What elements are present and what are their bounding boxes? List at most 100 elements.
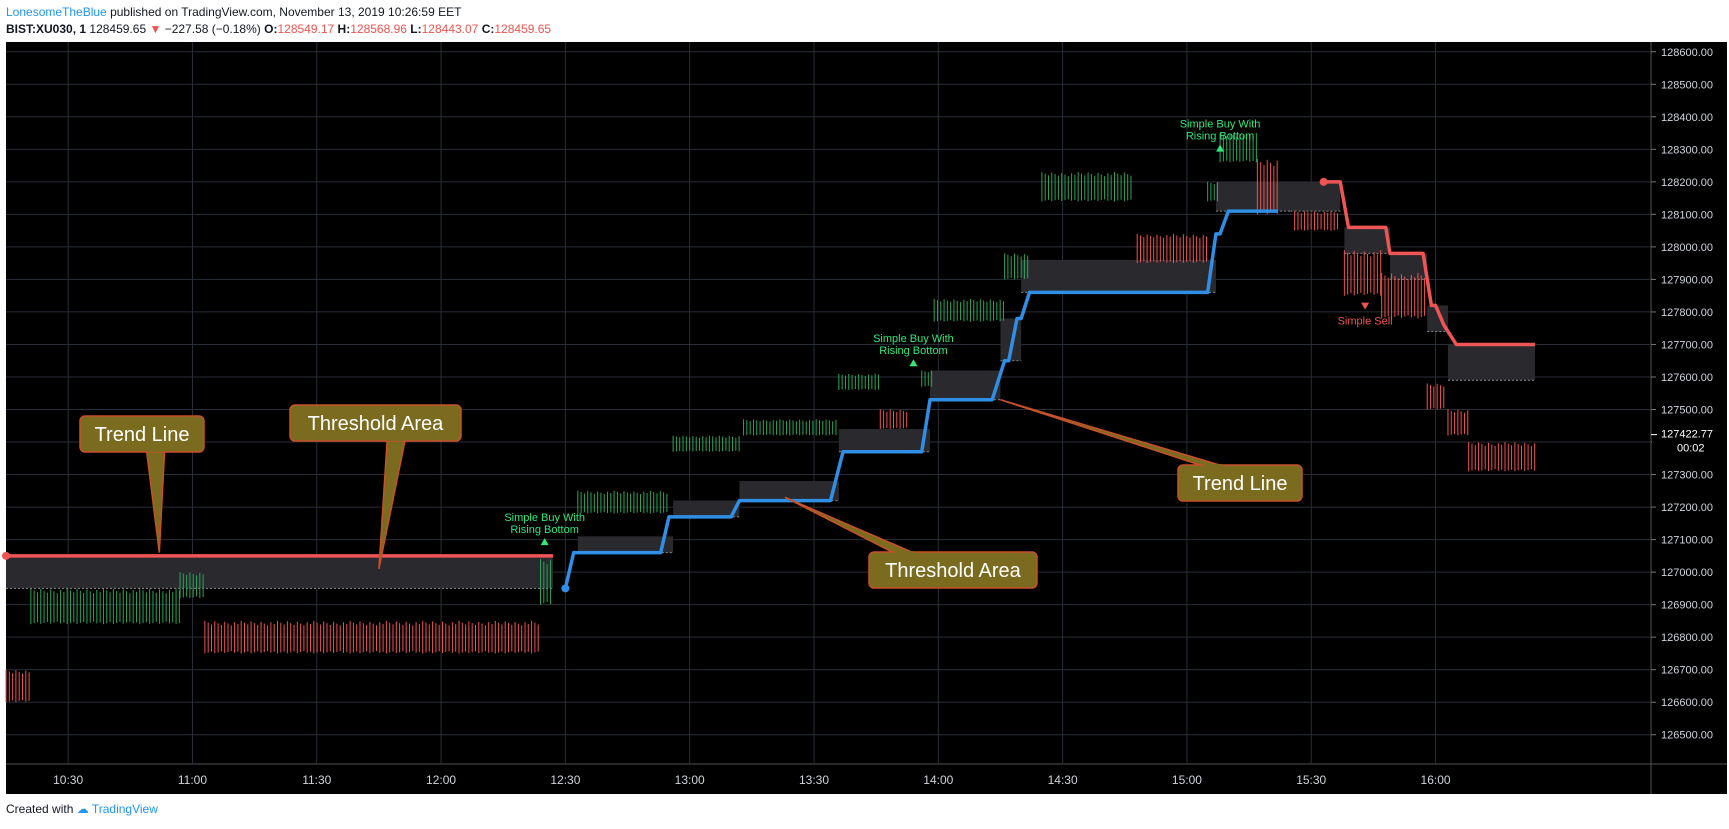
threshold-band xyxy=(838,429,931,452)
sell-triangle-icon xyxy=(1361,302,1370,310)
chart-header: LonesomeTheBlue published on TradingView… xyxy=(6,4,551,38)
author-link[interactable]: LonesomeTheBlue xyxy=(6,5,107,19)
y-tick-label: 127200.00 xyxy=(1661,502,1713,514)
y-tick-label: 126900.00 xyxy=(1661,600,1713,612)
threshold-band xyxy=(1344,227,1390,254)
x-tick-label: 15:30 xyxy=(1296,773,1326,787)
y-tick-label: 127600.00 xyxy=(1661,372,1713,384)
threshold-band xyxy=(1447,344,1535,381)
trend-start-dot xyxy=(2,551,10,560)
signal-label: Simple Buy With xyxy=(873,333,954,345)
low-value: 128443.07 xyxy=(421,22,479,36)
y-tick-label: 127900.00 xyxy=(1661,274,1713,286)
x-tick-label: 16:00 xyxy=(1421,773,1451,787)
buy-triangle-icon xyxy=(540,538,549,546)
y-tick-label: 127100.00 xyxy=(1661,535,1713,547)
y-tick-label: 127800.00 xyxy=(1661,307,1713,319)
callout-text: Threshold Area xyxy=(885,560,1022,582)
threshold-band xyxy=(739,481,839,501)
y-tick-label: 128300.00 xyxy=(1661,144,1713,156)
threshold-band xyxy=(577,536,674,553)
last-price: 128459.65 xyxy=(89,22,147,36)
threshold-area xyxy=(6,181,1535,589)
low-label: L: xyxy=(410,22,422,36)
x-tick-label: 14:30 xyxy=(1048,773,1078,787)
signal-label: Simple Buy With xyxy=(504,512,585,524)
created-with-text: Created with xyxy=(6,802,74,816)
price-change: −227.58 (−0.18%) xyxy=(164,22,261,36)
callout-box xyxy=(289,404,462,442)
signal-label: Rising Bottom xyxy=(879,345,947,357)
tradingview-logo-icon[interactable]: ☁ xyxy=(76,802,89,816)
trend-line xyxy=(563,209,1279,589)
y-axis-labels: 126500.00 126600.00 126700.00 126800.00 1269… xyxy=(1651,47,1713,742)
last-price-marker: 127422.77 00:02 xyxy=(1651,425,1727,456)
threshold-band xyxy=(1215,181,1291,212)
threshold-band xyxy=(6,555,553,589)
x-tick-label: 11:30 xyxy=(302,773,331,787)
chart-background xyxy=(6,42,1651,764)
time-axis[interactable] xyxy=(6,764,1727,794)
y-tick-label: 126600.00 xyxy=(1661,697,1713,709)
callout-text: Trend Line xyxy=(1193,473,1288,495)
callout-text: Trend Line xyxy=(95,424,190,446)
countdown-label: 00:02 xyxy=(1677,443,1705,455)
callout-join xyxy=(895,551,913,554)
tradingview-link[interactable]: TradingView xyxy=(91,802,158,816)
price-axis[interactable] xyxy=(1651,42,1727,764)
x-tick-label: 13:30 xyxy=(799,773,829,787)
threshold-band xyxy=(1021,259,1216,293)
annotations: Trend Line Threshold Area Threshold Area Tr… xyxy=(79,399,1303,589)
x-tick-label: 12:30 xyxy=(550,773,580,787)
buy-triangle-icon xyxy=(909,359,918,367)
x-tick-label: 13:00 xyxy=(675,773,705,787)
signal-label: Rising Bottom xyxy=(510,524,578,536)
last-price-label: 127422.77 xyxy=(1661,429,1713,441)
x-tick-label: 10:30 xyxy=(53,773,83,787)
trend-start-dot xyxy=(1319,177,1328,186)
threshold-band xyxy=(673,500,740,517)
signal-label: Simple Buy With xyxy=(1180,119,1261,131)
high-value: 128568.96 xyxy=(350,22,407,36)
high-label: H: xyxy=(337,22,351,36)
callout-box xyxy=(79,415,205,453)
open-label: O: xyxy=(264,22,278,36)
close-value: 128459.65 xyxy=(494,22,552,36)
y-tick-label: 126700.00 xyxy=(1661,665,1713,677)
callout-text: Threshold Area xyxy=(308,413,445,435)
callout-box xyxy=(1177,464,1303,502)
threshold-band xyxy=(1290,181,1341,212)
y-tick-label: 128100.00 xyxy=(1661,209,1713,221)
ohlc-line: BIST:XU030, 1 128459.65 ▼ −227.58 (−0.18… xyxy=(6,21,551,38)
close-label: C: xyxy=(481,22,495,36)
buy-triangle-icon xyxy=(1216,144,1225,152)
footer: Created with ☁ TradingView xyxy=(6,802,158,816)
x-axis-labels: 10:30 11:00 11:30 12:00 12:30 13:00 13:30 14:00… xyxy=(53,773,1451,787)
x-tick-label: 14:00 xyxy=(923,773,953,787)
signal-label: Rising Bottom xyxy=(1186,131,1254,143)
y-tick-label: 128200.00 xyxy=(1661,177,1713,189)
published-text: published on TradingView.com, November 1… xyxy=(110,5,462,19)
y-tick-label: 126800.00 xyxy=(1661,632,1713,644)
y-tick-label: 126500.00 xyxy=(1661,730,1713,742)
y-tick-label: 128500.00 xyxy=(1661,79,1713,91)
symbol-label: BIST:XU030, 1 xyxy=(6,22,87,36)
threshold-band xyxy=(1389,253,1428,280)
open-value: 128549.17 xyxy=(277,22,335,36)
y-tick-label: 127300.00 xyxy=(1661,470,1713,482)
y-tick-label: 128000.00 xyxy=(1661,242,1713,254)
x-tick-label: 12:00 xyxy=(426,773,456,787)
trend-start-dot xyxy=(561,584,570,593)
y-tick-label: 128400.00 xyxy=(1661,112,1713,124)
publish-line: LonesomeTheBlue published on TradingView… xyxy=(6,4,551,21)
y-tick-label: 127000.00 xyxy=(1661,567,1713,579)
trend-line xyxy=(1323,180,1535,347)
price-bars xyxy=(5,133,1536,703)
callout-box xyxy=(868,551,1038,589)
trend-lines xyxy=(2,177,1535,593)
y-tick-label: 128600.00 xyxy=(1661,47,1713,59)
signal-label: Simple Sell xyxy=(1338,316,1393,328)
x-tick-label: 11:00 xyxy=(178,773,207,787)
